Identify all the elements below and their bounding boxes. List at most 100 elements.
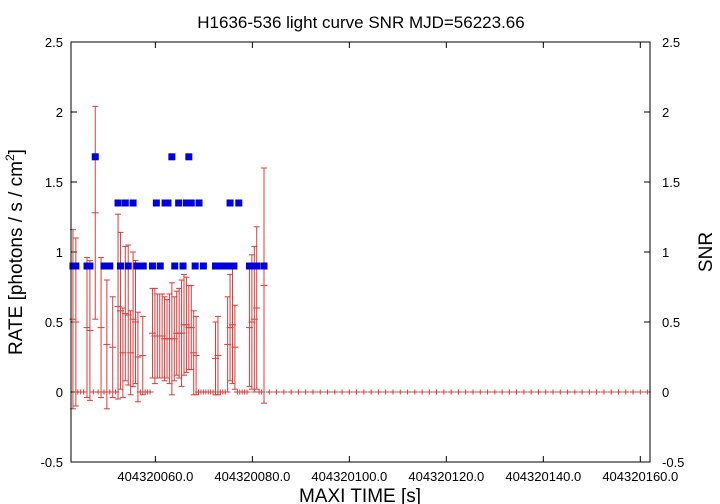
x-axis-label: MAXI TIME [s] [299, 486, 421, 504]
rate-point [260, 167, 268, 404]
rate-point [607, 389, 615, 395]
y-tick-label-right: 2 [662, 105, 669, 120]
rate-point [411, 389, 419, 395]
snr-point [260, 262, 268, 270]
rate-point [214, 315, 222, 396]
snr-point [106, 262, 114, 270]
y-axis-label-left-close: ] [6, 149, 27, 154]
axes-group [71, 41, 650, 463]
rate-point [389, 389, 397, 395]
snr-point [139, 262, 147, 270]
rate-point [564, 389, 572, 395]
x-tick-label: 404320080.0 [214, 469, 290, 484]
snr-point [185, 153, 193, 161]
rate-point [469, 389, 477, 395]
rate-point [139, 315, 147, 396]
tick-labels: -0.5 -0.5 0 0 0.5 0.5 1 1 1.5 1.5 2 2 2.5 2.5 40432006… [41, 35, 685, 484]
rate-point [571, 389, 579, 395]
rate-point [309, 389, 317, 395]
rate-point [273, 389, 281, 395]
snr-point [124, 262, 132, 270]
rate-point [600, 389, 608, 395]
rate-point [542, 389, 550, 395]
rate-series [69, 105, 652, 410]
snr-point [230, 262, 238, 270]
y-tick-label-right: 0 [662, 385, 669, 400]
y-tick-label-left: 1 [56, 245, 63, 260]
rate-point [454, 389, 462, 395]
rate-point [527, 389, 535, 395]
snr-point [152, 199, 160, 207]
rate-point [433, 389, 441, 395]
rate-point [80, 389, 88, 395]
rate-point [585, 389, 593, 395]
snr-point [217, 262, 225, 270]
snr-point [129, 199, 137, 207]
snr-point [164, 199, 172, 207]
rate-point [231, 304, 239, 390]
rate-point [97, 257, 105, 399]
rate-point [345, 389, 353, 395]
y-axis-label-right: SNR [696, 232, 717, 272]
y-tick-label-left: 2.5 [45, 35, 63, 50]
rate-point [404, 389, 412, 395]
x-tick-label: 404320060.0 [117, 469, 193, 484]
snr-point [121, 199, 129, 207]
snr-point [86, 262, 94, 270]
snr-point [100, 262, 108, 270]
snr-point [114, 199, 122, 207]
y-tick-label-left: 0.5 [45, 315, 63, 330]
rate-point [498, 389, 506, 395]
rate-point [83, 257, 91, 399]
snr-point [72, 262, 80, 270]
rate-point [484, 389, 492, 395]
rate-point [294, 389, 302, 395]
rate-point [129, 251, 137, 387]
rate-point [418, 389, 426, 395]
rate-point [374, 389, 382, 395]
y-tick-label-right: 0.5 [662, 315, 680, 330]
rate-point [134, 311, 142, 403]
rate-point [578, 389, 586, 395]
rate-point [556, 389, 564, 395]
rate-point [534, 389, 542, 395]
rate-point [280, 389, 288, 395]
rate-point [513, 389, 521, 395]
snr-point [116, 262, 124, 270]
snr-series [69, 153, 268, 270]
snr-point [253, 262, 261, 270]
x-tick-label: 404320160.0 [602, 469, 678, 484]
rate-point [146, 389, 154, 395]
y-axis-label-left-superscript: 2 [3, 154, 17, 161]
plot-frame [70, 41, 651, 463]
rate-point [103, 279, 111, 410]
y-tick-label-left: -0.5 [41, 455, 63, 470]
rate-point [353, 389, 361, 395]
snr-point [175, 199, 183, 207]
x-tick-label: 404320120.0 [408, 469, 484, 484]
rate-point [636, 389, 644, 395]
rate-point [396, 389, 404, 395]
snr-point [226, 199, 234, 207]
rate-point [425, 389, 433, 395]
rate-point [109, 296, 117, 399]
rate-point [614, 389, 622, 395]
rate-point [549, 389, 557, 395]
snr-point [191, 262, 199, 270]
rate-point [338, 389, 346, 395]
rate-point [367, 389, 375, 395]
snr-point [182, 199, 190, 207]
y-tick-label-right: -0.5 [662, 455, 684, 470]
snr-point [171, 262, 179, 270]
rate-point [265, 389, 273, 395]
rate-point [287, 389, 295, 395]
rate-point [382, 389, 390, 395]
rate-point [593, 389, 601, 395]
y-tick-label-left: 0 [56, 385, 63, 400]
rate-point [86, 259, 94, 401]
snr-point [199, 262, 207, 270]
rate-point [360, 389, 368, 395]
snr-point [179, 262, 187, 270]
y-tick-label-right: 1.5 [662, 175, 680, 190]
